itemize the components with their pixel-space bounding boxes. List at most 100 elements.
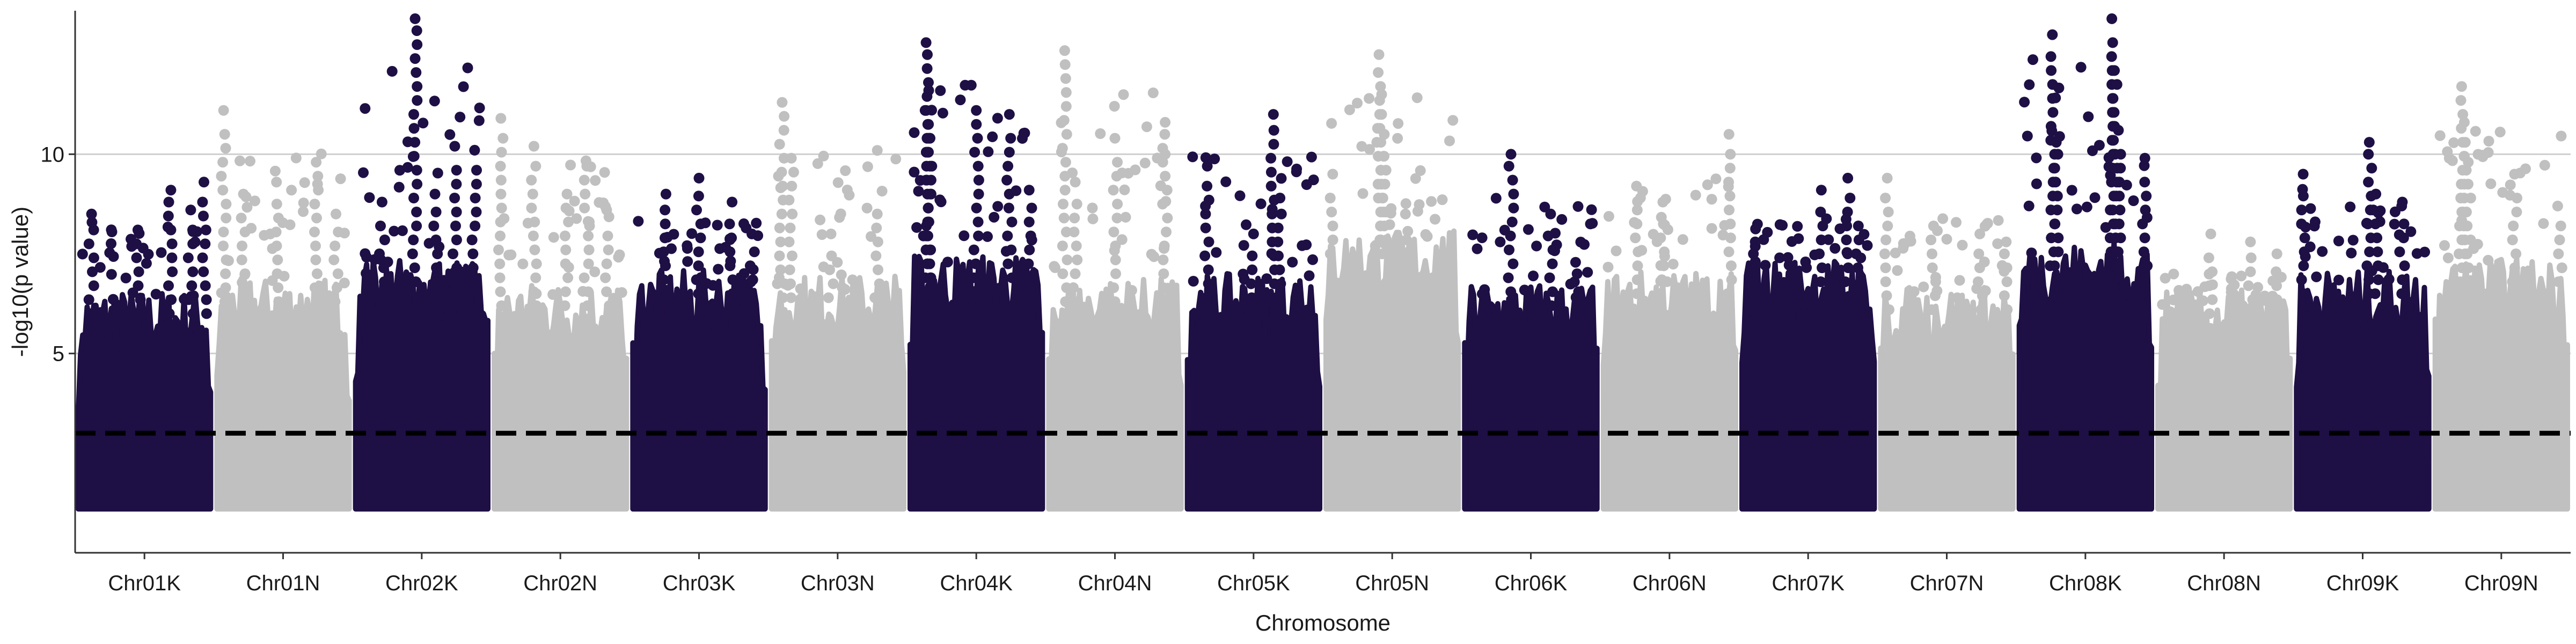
peak-column-point-Chr02N xyxy=(496,147,507,158)
data-point-Chr05K xyxy=(1238,240,1249,251)
data-point-Chr05K xyxy=(1188,276,1199,287)
data-point-Chr06K xyxy=(1476,288,1488,299)
peak-column-point-Chr06N xyxy=(1724,163,1736,174)
data-point-Chr08N xyxy=(2181,283,2192,295)
x-tick-label-Chr07K: Chr07K xyxy=(1772,572,1845,595)
peak-column-point-Chr02K xyxy=(471,207,482,217)
peak-column-point-Chr04K xyxy=(1002,258,1014,269)
data-point-Chr01N xyxy=(298,197,309,209)
peak-point-Chr05N-4 xyxy=(1400,208,1411,219)
peak-column-point-Chr03N xyxy=(786,180,797,192)
point-cloud-Chr04K xyxy=(908,253,1045,512)
peak-column-point-Chr04K xyxy=(923,230,933,241)
peak-column-point-Chr08K xyxy=(2047,107,2059,118)
data-point-Chr09K xyxy=(2311,271,2322,282)
peak-column-point-Chr04K xyxy=(922,49,933,60)
peak-point-Chr09N-4 xyxy=(2555,221,2566,231)
peak-column-point-Chr02K xyxy=(467,262,479,273)
data-point-Chr07K xyxy=(1829,243,1841,254)
peak-column-point-Chr04K xyxy=(1001,174,1013,186)
data-point-Chr03K xyxy=(751,217,762,229)
data-point-Chr03N xyxy=(876,186,888,197)
peak-point-Chr08K-1 xyxy=(2051,137,2062,148)
peak-column-point-Chr03N xyxy=(873,264,883,275)
peak-column-point-Chr02K xyxy=(408,235,419,245)
peak-column-point-Chr04K xyxy=(972,133,983,144)
peak-column-point-Chr07K xyxy=(1814,248,1825,259)
peak-column-point-Chr04N xyxy=(1059,59,1071,70)
peak-column-point-Chr05K xyxy=(1265,152,1277,164)
peak-column-point-Chr02K xyxy=(430,207,442,217)
peak-column-point-Chr09K xyxy=(2366,163,2377,174)
peak-column-point-Chr04N xyxy=(1110,254,1121,266)
x-tick-label-Chr05K: Chr05K xyxy=(1217,572,1290,595)
data-point-Chr02N xyxy=(565,159,576,171)
peak-column-point-Chr04N xyxy=(1160,171,1171,182)
peak-point-Chr07N-3 xyxy=(2001,236,2012,247)
point-cloud-Chr06K xyxy=(1462,283,1600,512)
peak-column-point-Chr01N xyxy=(216,171,227,182)
data-point-Chr02K xyxy=(402,162,413,173)
peak-column-point-Chr08K xyxy=(2141,191,2152,202)
peak-column-point-Chr02N xyxy=(495,188,507,200)
peak-column-point-Chr04K xyxy=(972,160,984,172)
peak-column-point-Chr02N xyxy=(601,286,612,297)
peak-column-point-Chr02K xyxy=(428,221,440,231)
data-point-Chr09N xyxy=(2520,163,2531,174)
x-tick-label-Chr09N: Chr09N xyxy=(2464,572,2538,595)
data-point-Chr04N xyxy=(1049,261,1060,272)
peak-column-point-Chr03N xyxy=(774,222,785,233)
data-point-Chr03N xyxy=(816,229,828,240)
peak-column-point-Chr09K xyxy=(2373,274,2384,286)
peak-column-point-Chr04K xyxy=(1006,216,1018,228)
data-point-Chr08K xyxy=(2022,130,2033,142)
peak-column-point-Chr09N xyxy=(2462,248,2473,259)
data-point-Chr02K xyxy=(360,248,371,259)
peak-column-point-Chr04K xyxy=(973,174,984,186)
peak-column-point-Chr09K xyxy=(2363,177,2374,188)
data-point-Chr07N xyxy=(1890,247,1901,259)
data-point-Chr02K xyxy=(386,65,398,77)
peak-column-point-Chr01K xyxy=(197,252,208,264)
peak-column-point-Chr03K xyxy=(693,246,704,258)
peak-column-point-Chr07N xyxy=(1973,248,1985,259)
peak-column-point-Chr06N xyxy=(1725,260,1737,272)
peak-column-point-Chr02K xyxy=(470,221,481,231)
peak-column-point-Chr07N xyxy=(1975,304,1987,315)
peak-column-point-Chr03N xyxy=(871,222,882,233)
peak-point-Chr02K-3 xyxy=(449,141,460,152)
y-axis-title: -log10(p value) xyxy=(8,207,33,357)
data-point-Chr07N xyxy=(1918,281,1929,292)
peak-column-point-Chr01N xyxy=(309,226,320,238)
peak-column-point-Chr07K xyxy=(1853,262,1863,273)
peak-column-point-Chr08K xyxy=(2110,260,2121,272)
peak-column-point-Chr09K xyxy=(2369,288,2381,299)
peak-column-point-Chr06N xyxy=(1658,218,1669,230)
data-point-Chr05K xyxy=(1307,254,1318,265)
peak-column-point-Chr06K xyxy=(1547,258,1558,269)
data-point-Chr07N xyxy=(1908,286,1920,297)
data-point-Chr07K xyxy=(1750,223,1761,235)
peak-column-point-Chr09K xyxy=(2299,232,2310,244)
peak-column-point-Chr09N xyxy=(2463,276,2473,287)
data-point-Chr04N xyxy=(1147,87,1159,98)
data-point-Chr09K xyxy=(2317,246,2328,257)
peak-column-point-Chr02N xyxy=(601,258,612,269)
peak-column-point-Chr03N xyxy=(777,180,788,192)
data-point-Chr06K xyxy=(1582,267,1593,278)
data-point-Chr02K xyxy=(462,62,473,74)
peak-column-point-Chr01N xyxy=(312,171,324,182)
peak-column-point-Chr03K xyxy=(724,246,736,258)
data-point-Chr08K xyxy=(2128,195,2139,206)
peak-point-Chr01K-0 xyxy=(86,208,97,219)
peak-column-point-Chr02N xyxy=(583,244,595,255)
data-point-Chr06K xyxy=(1556,214,1568,225)
peak-column-point-Chr04N xyxy=(1162,213,1173,224)
data-point-Chr01N xyxy=(316,148,327,159)
data-point-Chr09N xyxy=(2442,146,2453,157)
peak-column-point-Chr03N xyxy=(787,208,798,219)
data-point-Chr03N xyxy=(861,202,873,214)
peak-column-point-Chr02N xyxy=(583,230,594,241)
x-tick-label-Chr06K: Chr06K xyxy=(1495,572,1568,595)
peak-column-point-Chr02K xyxy=(409,53,421,64)
